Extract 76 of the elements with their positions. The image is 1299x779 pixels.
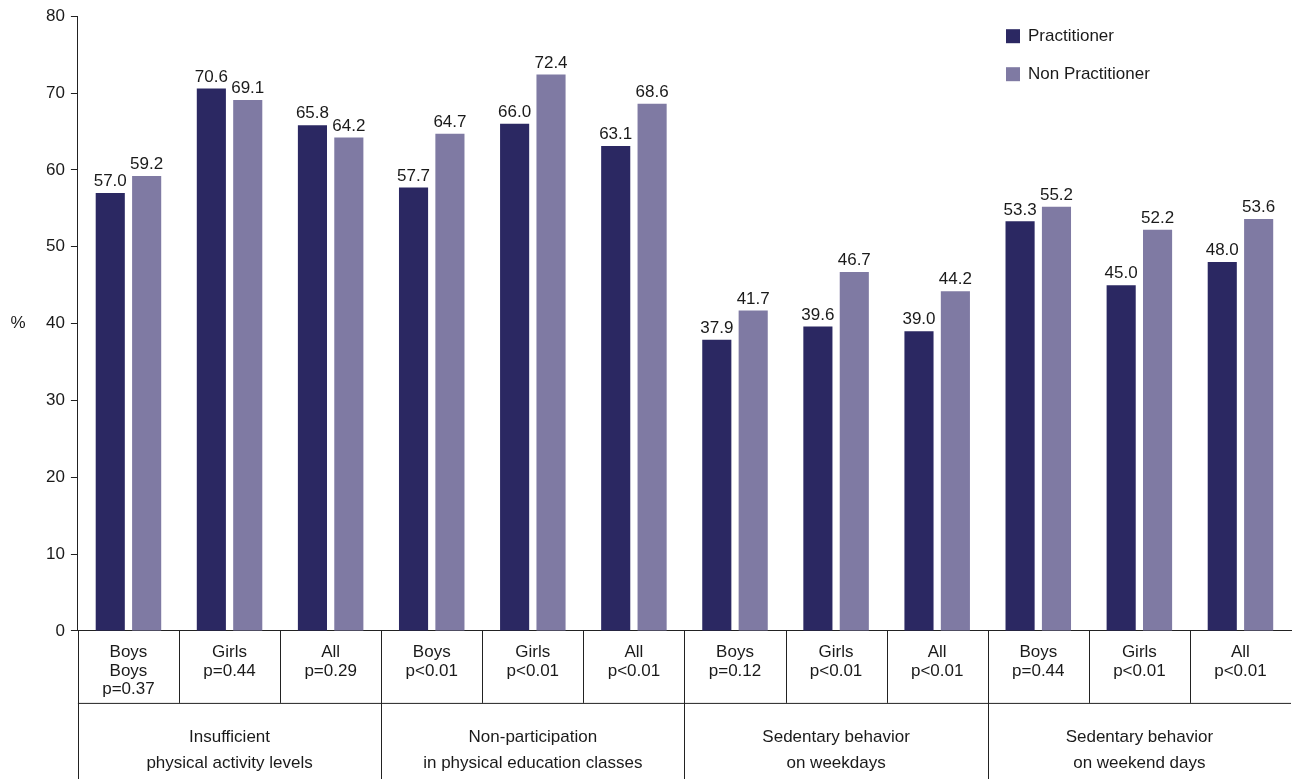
bar bbox=[1143, 229, 1173, 631]
data-label: 39.0 bbox=[902, 309, 936, 329]
bar bbox=[1244, 219, 1274, 631]
x-tick-label: Boys p=0.44 bbox=[1012, 641, 1065, 680]
x-tick-label: All p=0.29 bbox=[304, 641, 357, 680]
bar bbox=[500, 123, 530, 631]
text: Sedentary behavior on weekdays bbox=[762, 726, 911, 772]
x-tick-label: Girls p=0.44 bbox=[203, 641, 256, 680]
data-label: 57.7 bbox=[396, 165, 431, 185]
bar bbox=[132, 176, 162, 631]
data-label: 41.7 bbox=[736, 288, 770, 308]
y-tick-label: 70 bbox=[45, 82, 65, 102]
bar bbox=[702, 339, 732, 631]
x-tick-label: Boys p=0.12 bbox=[708, 641, 762, 680]
data-label: 53.3 bbox=[1003, 199, 1037, 219]
data-label: 52.2 bbox=[1141, 208, 1175, 227]
bar bbox=[1041, 206, 1072, 631]
y-tick-label: 50 bbox=[45, 236, 65, 256]
bar bbox=[233, 99, 263, 631]
bar bbox=[904, 331, 934, 631]
bar bbox=[95, 192, 125, 631]
data-label: 48.0 bbox=[1205, 240, 1239, 260]
bar bbox=[334, 137, 364, 631]
data-label: 64.2 bbox=[332, 115, 366, 135]
bar bbox=[398, 187, 429, 631]
y-tick-label: 20 bbox=[45, 466, 65, 486]
x-tick-label: Boys p<0.01 bbox=[405, 641, 458, 680]
y-tick-label: 0 bbox=[55, 620, 65, 640]
data-label: 37.9 bbox=[700, 317, 734, 337]
bar bbox=[435, 133, 465, 631]
y-tick-label: 80 bbox=[45, 5, 65, 25]
data-label: 63.1 bbox=[599, 124, 633, 144]
y-tick-label: 60 bbox=[45, 159, 65, 179]
bar bbox=[940, 291, 970, 631]
bar bbox=[536, 74, 566, 631]
y-axis-title: % bbox=[10, 313, 26, 333]
x-tick-label: Girls p<0.01 bbox=[1113, 641, 1166, 680]
x-tick-label: Boys Boys p=0.37 bbox=[102, 641, 155, 699]
x-tick-label: All p<0.01 bbox=[607, 641, 661, 680]
legend-label: Non Practitioner bbox=[1028, 63, 1151, 83]
legend-label: Practitioner bbox=[1028, 25, 1115, 45]
bar bbox=[637, 103, 667, 631]
data-label: 70.6 bbox=[194, 66, 228, 86]
data-label: 57.0 bbox=[93, 171, 127, 191]
bar bbox=[601, 146, 631, 631]
data-label: 66.0 bbox=[498, 101, 532, 121]
x-tick-label: All p<0.01 bbox=[910, 641, 964, 680]
data-label: 45.0 bbox=[1104, 263, 1138, 283]
data-label: 55.2 bbox=[1039, 184, 1074, 204]
data-label: 72.4 bbox=[534, 52, 568, 72]
bar bbox=[839, 272, 869, 631]
y-tick-label: 10 bbox=[45, 543, 65, 563]
x-tick-label: All p<0.01 bbox=[1214, 641, 1267, 680]
data-label: 64.7 bbox=[433, 111, 467, 131]
data-label: 68.6 bbox=[635, 81, 669, 101]
data-label: 46.7 bbox=[837, 250, 871, 270]
y-tick-label: 40 bbox=[45, 313, 65, 333]
bar bbox=[1106, 285, 1136, 631]
data-label: 69.1 bbox=[231, 78, 265, 98]
x-tick-label: Girls p<0.01 bbox=[506, 641, 560, 680]
data-label: 39.6 bbox=[801, 304, 835, 324]
data-label: 53.6 bbox=[1242, 197, 1276, 217]
data-label: 44.2 bbox=[938, 269, 972, 289]
x-tick-label: Girls p<0.01 bbox=[809, 641, 863, 680]
text: Non-participation in physical education classes bbox=[423, 726, 643, 772]
text: Insufficient physical activity levels bbox=[146, 726, 313, 772]
bar bbox=[297, 125, 327, 631]
bar bbox=[803, 326, 833, 631]
y-tick-label: 30 bbox=[45, 390, 65, 410]
text: Sedentary behavior on weekend days bbox=[1065, 726, 1214, 772]
bar bbox=[738, 310, 768, 631]
data-label: 65.8 bbox=[295, 103, 329, 123]
bar bbox=[1005, 221, 1035, 631]
bar bbox=[196, 88, 226, 631]
data-label: 59.2 bbox=[130, 154, 164, 174]
bar bbox=[1207, 262, 1237, 631]
